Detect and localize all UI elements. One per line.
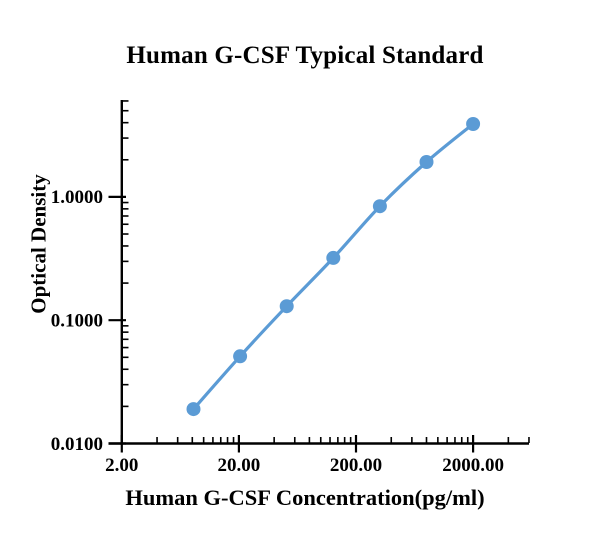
y-axis-title: Optical Density <box>26 174 51 314</box>
data-point-marker <box>419 155 434 169</box>
data-point-marker <box>233 349 248 364</box>
data-point-marker <box>186 402 201 417</box>
x-tick-label: 200.00 <box>330 455 382 476</box>
data-point-marker <box>326 250 341 265</box>
chart-title: Human G-CSF Typical Standard <box>126 42 484 69</box>
x-tick-label: 2000.00 <box>442 455 504 476</box>
y-tick-label: 0.1000 <box>51 311 103 332</box>
data-point-marker <box>279 299 294 314</box>
y-tick-label: 1.0000 <box>51 187 103 208</box>
x-tick-label: 20.00 <box>218 455 261 476</box>
data-point-marker <box>466 117 481 131</box>
y-tick-label: 0.0100 <box>51 434 103 455</box>
data-point-marker <box>372 199 387 214</box>
x-axis-title: Human G-CSF Concentration(pg/ml) <box>125 485 485 510</box>
x-tick-label: 2.00 <box>105 455 138 476</box>
